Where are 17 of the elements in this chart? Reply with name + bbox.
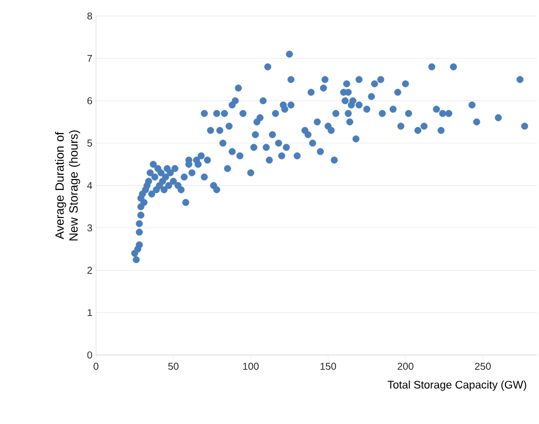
y-tick-label: 3 — [87, 224, 92, 232]
y-tick-label: 5 — [87, 140, 92, 147]
y-tick-label: 6 — [87, 97, 92, 104]
x-tick-label: 100 — [243, 362, 259, 370]
y-tick-label: 8 — [87, 12, 92, 20]
x-tick-label: 50 — [168, 362, 179, 370]
x-tick-label: 150 — [320, 362, 336, 370]
y-tick-label: 2 — [87, 266, 92, 274]
y-tick-label: 7 — [87, 54, 92, 62]
x-tick-label: 200 — [398, 362, 414, 370]
y-tick-label: 4 — [87, 182, 92, 189]
y-axis-title: Average Duration of New Storage (hours) — [55, 130, 80, 240]
x-tick-label: 250 — [475, 362, 491, 370]
y-tick-label: 1 — [88, 309, 92, 316]
y-tick-label: 0 — [87, 351, 92, 359]
x-tick-label: 0 — [94, 362, 98, 370]
x-axis-title: Total Storage Capacity (GW) — [388, 380, 526, 391]
